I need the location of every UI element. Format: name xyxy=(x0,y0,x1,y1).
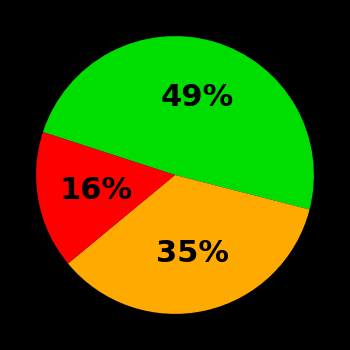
Text: 16%: 16% xyxy=(59,176,132,205)
Wedge shape xyxy=(36,132,175,264)
Wedge shape xyxy=(43,36,314,210)
Text: 49%: 49% xyxy=(161,83,234,112)
Text: 35%: 35% xyxy=(156,239,229,268)
Wedge shape xyxy=(68,175,309,314)
